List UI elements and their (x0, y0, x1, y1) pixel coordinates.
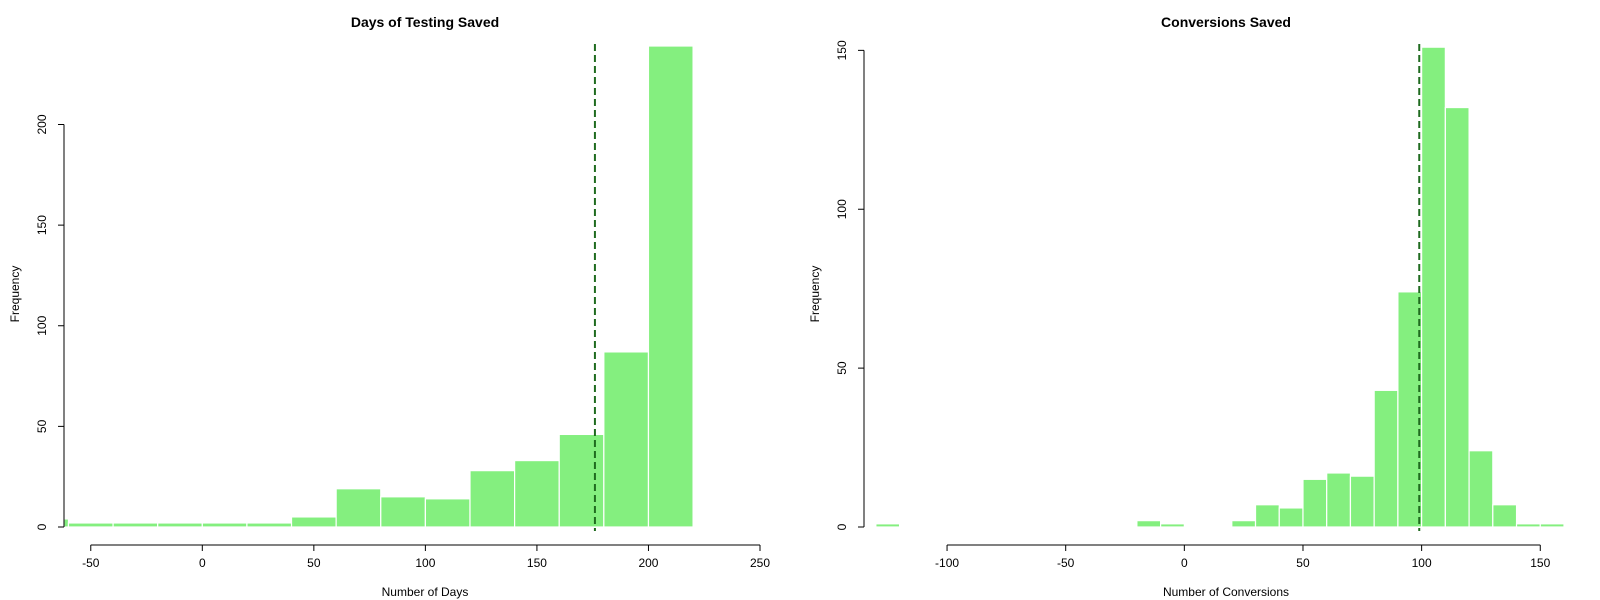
histogram-bar (112, 522, 159, 528)
histogram-bar (335, 488, 382, 528)
y-tick-label: 0 (35, 523, 49, 530)
bars (63, 45, 694, 528)
histogram-bar (1421, 46, 1446, 528)
conversions-histogram: Conversions Saved Number of Conversions … (808, 14, 1565, 599)
bars (875, 46, 1565, 528)
histogram-bar (157, 522, 203, 528)
y-tick-label: 50 (35, 419, 49, 433)
y-axis: 0 50 100 150 (835, 40, 865, 530)
histogram-bar (63, 518, 70, 528)
histogram-bar (1278, 507, 1304, 528)
y-axis-label: Frequency (808, 266, 822, 323)
x-tick-label: 0 (1181, 556, 1188, 570)
histogram-bar (201, 522, 248, 528)
histogram-bar (1326, 472, 1352, 528)
x-tick-label: 0 (199, 556, 206, 570)
x-tick-label: -50 (1057, 556, 1075, 570)
histogram-bar (1492, 504, 1518, 528)
histogram-bar (558, 433, 605, 528)
x-tick-label: 250 (750, 556, 770, 570)
x-tick-label: -50 (82, 556, 100, 570)
y-tick-label: 100 (35, 315, 49, 335)
histogram-bar (1397, 291, 1423, 528)
x-tick-label: -100 (935, 556, 959, 570)
chart-title: Days of Testing Saved (351, 14, 499, 30)
histogram-bar (67, 522, 114, 528)
y-tick-label: 150 (35, 215, 49, 235)
y-tick-label: 150 (835, 40, 849, 60)
histogram-bar (1231, 520, 1257, 528)
x-tick-label: 100 (1412, 556, 1432, 570)
x-tick-label: 100 (415, 556, 435, 570)
x-tick-label: 150 (527, 556, 547, 570)
histogram-bar (246, 522, 293, 528)
y-tick-label: 100 (835, 199, 849, 219)
histogram-bar (1160, 523, 1185, 528)
histogram-bar (603, 351, 650, 528)
histogram-bar (380, 496, 426, 528)
y-tick-label: 200 (35, 114, 49, 134)
histogram-bar (469, 470, 516, 528)
y-tick-label: 0 (835, 523, 849, 530)
y-axis: 0 50 100 150 200 (35, 114, 65, 530)
x-axis-label: Number of Conversions (1163, 585, 1289, 599)
histogram-bar (1444, 106, 1470, 528)
histogram-bar (424, 498, 471, 528)
x-tick-label: 200 (638, 556, 658, 570)
x-tick-label: 50 (1296, 556, 1310, 570)
histogram-bar (1468, 450, 1494, 528)
x-tick-label: 150 (1530, 556, 1550, 570)
histogram-bar (647, 45, 694, 528)
x-axis: -50 0 50 100 150 200 250 (82, 544, 770, 570)
x-tick-label: 50 (307, 556, 321, 570)
histogram-bar (875, 523, 901, 528)
chart-title: Conversions Saved (1161, 14, 1291, 30)
x-axis: -100 -50 0 50 100 150 (935, 544, 1551, 570)
histogram-bar (1539, 523, 1565, 528)
histogram-bar (1515, 523, 1541, 528)
histogram-bar (1302, 478, 1328, 528)
histogram-bar (1373, 389, 1399, 528)
histogram-bar (514, 459, 560, 528)
y-axis-label: Frequency (8, 266, 22, 323)
days-histogram: Days of Testing Saved Number of Days Fre… (8, 14, 770, 599)
histogram-bar (290, 516, 337, 528)
x-axis-label: Number of Days (382, 585, 469, 599)
histogram-bar (1136, 520, 1162, 528)
histogram-bar (1349, 475, 1375, 528)
y-tick-label: 50 (835, 361, 849, 375)
histogram-bar (1254, 504, 1280, 528)
